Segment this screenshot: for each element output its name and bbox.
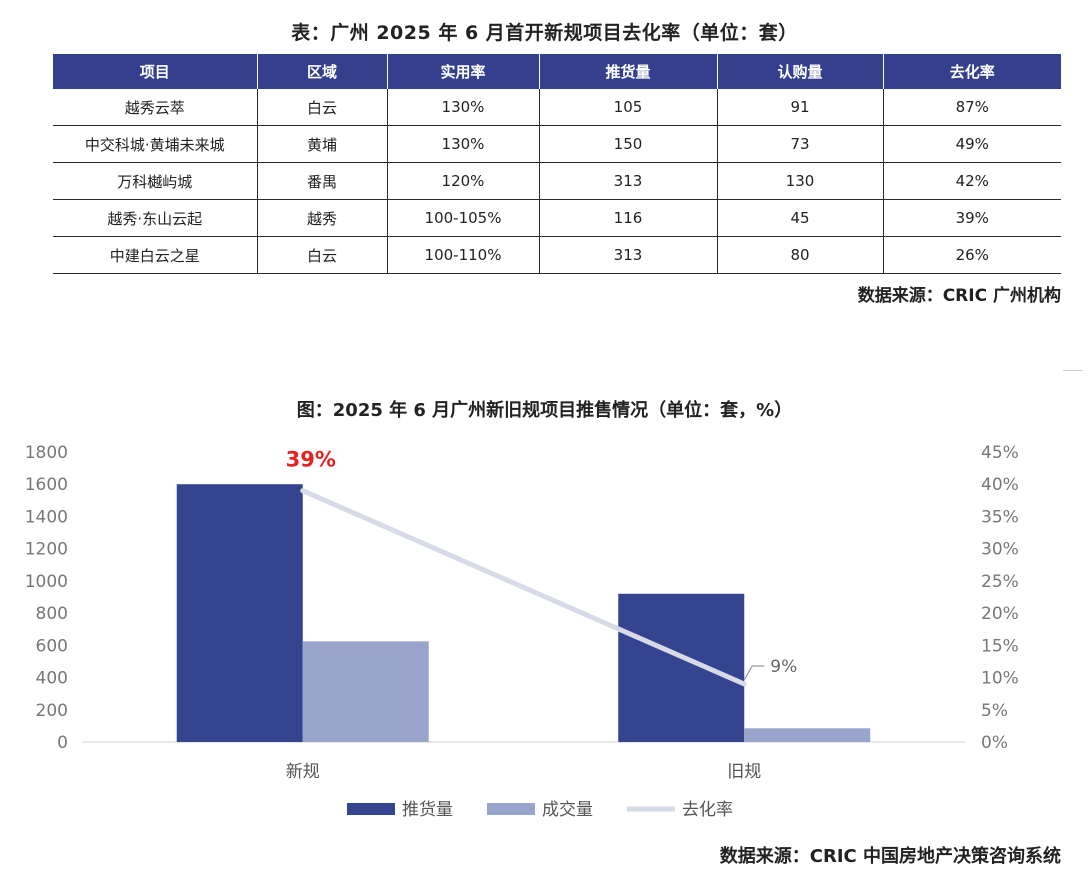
legend-label: 成交量 xyxy=(542,800,593,820)
header-supply: 推货量 xyxy=(538,54,717,89)
cell-subscription: 80 xyxy=(716,236,883,274)
table-row: 越秀云萃 白云 130% 105 91 87% xyxy=(53,89,1061,126)
cell-district: 越秀 xyxy=(256,199,387,237)
cell-project: 中交科城·黄埔未来城 xyxy=(53,125,257,163)
cell-absorption-rate: 26% xyxy=(882,236,1061,274)
y-right-tick-label: 5% xyxy=(981,701,1008,721)
data-label-leader xyxy=(743,665,765,681)
y-right-tick-label: 40% xyxy=(981,475,1019,495)
y-left-tick-label: 1000 xyxy=(25,572,68,592)
cell-usable-rate: 120% xyxy=(386,162,539,200)
bar-deal xyxy=(744,728,871,742)
header-district: 区域 xyxy=(256,54,387,89)
cell-project: 越秀云萃 xyxy=(53,89,257,126)
y-right-tick-label: 20% xyxy=(981,604,1019,624)
cell-subscription: 91 xyxy=(716,89,883,126)
legend-swatch xyxy=(487,803,535,815)
chart: 0 200 400 600 800 1000 1200 1400 1600 1800 0% 5% 10%… xyxy=(25,443,1019,820)
divider xyxy=(1063,370,1083,371)
cell-supply: 150 xyxy=(538,125,717,163)
y-left-tick-label: 400 xyxy=(36,669,68,689)
x-category-label: 旧规 xyxy=(727,762,761,782)
y-right-tick-label: 45% xyxy=(981,443,1019,463)
table-source: 数据来源：CRIC 广州机构 xyxy=(857,286,1061,306)
y-left-tick-label: 200 xyxy=(36,701,68,721)
cell-supply: 105 xyxy=(538,89,717,126)
legend-swatch xyxy=(347,803,395,815)
table-row: 中建白云之星 白云 100-110% 313 80 26% xyxy=(53,236,1061,274)
bar-supply xyxy=(176,484,303,742)
project-table: 项目 区域 实用率 推货量 认购量 去化率 越秀云萃 白云 130% 105 9… xyxy=(53,54,1061,274)
y-left-tick-label: 1600 xyxy=(25,475,68,495)
cell-district: 黄埔 xyxy=(256,125,387,163)
cell-usable-rate: 100-110% xyxy=(386,236,539,274)
line-absorption-rate xyxy=(300,488,747,687)
cell-supply: 116 xyxy=(538,199,717,237)
chart-title: 图：2025 年 6 月广州新旧规项目推售情况（单位：套，%） xyxy=(296,400,793,421)
cell-supply: 313 xyxy=(538,162,717,200)
y-right-tick-label: 15% xyxy=(981,636,1019,656)
cell-project: 中建白云之星 xyxy=(53,236,257,274)
table-title: 表：广州 2025 年 6 月首开新规项目去化率（单位：套） xyxy=(291,22,798,44)
x-category-label: 新规 xyxy=(286,762,320,782)
y-right-tick-label: 0% xyxy=(981,733,1008,753)
data-label-old: 9% xyxy=(770,657,797,677)
cell-supply: 313 xyxy=(538,236,717,274)
table-row: 越秀·东山云起 越秀 100-105% 116 45 39% xyxy=(53,199,1061,237)
bar-deal xyxy=(302,641,429,742)
y-right-tick-label: 25% xyxy=(981,572,1019,592)
cell-absorption-rate: 42% xyxy=(882,162,1061,200)
table-row: 万科樾屿城 番禺 120% 313 130 42% xyxy=(53,162,1061,200)
table-row: 中交科城·黄埔未来城 黄埔 130% 150 73 49% xyxy=(53,125,1061,163)
y-right-tick-label: 10% xyxy=(981,669,1019,689)
cell-usable-rate: 100-105% xyxy=(386,199,539,237)
y-left-tick-label: 0 xyxy=(57,733,68,753)
bar-supply xyxy=(618,593,745,742)
cell-district: 白云 xyxy=(256,89,387,126)
header-project: 项目 xyxy=(53,54,257,89)
y-left-tick-label: 600 xyxy=(36,636,68,656)
cell-absorption-rate: 49% xyxy=(882,125,1061,163)
y-left-tick-label: 1400 xyxy=(25,507,68,527)
header-absorption-rate: 去化率 xyxy=(882,54,1061,89)
cell-project: 越秀·东山云起 xyxy=(53,199,257,237)
cell-usable-rate: 130% xyxy=(386,125,539,163)
data-label-new: 39% xyxy=(286,448,336,472)
cell-district: 白云 xyxy=(256,236,387,274)
header-subscription: 认购量 xyxy=(716,54,883,89)
legend-label: 去化率 xyxy=(682,800,733,820)
cell-project: 万科樾屿城 xyxy=(53,162,257,200)
chart-source: 数据来源：CRIC 中国房地产决策咨询系统 xyxy=(719,846,1061,867)
legend-label: 推货量 xyxy=(402,800,453,820)
cell-usable-rate: 130% xyxy=(386,89,539,126)
table-header-row: 项目 区域 实用率 推货量 认购量 去化率 xyxy=(53,54,1061,89)
cell-absorption-rate: 39% xyxy=(882,199,1061,237)
y-right-tick-label: 35% xyxy=(981,507,1019,527)
y-right-tick-label: 30% xyxy=(981,540,1019,560)
y-left-tick-label: 1800 xyxy=(25,443,68,463)
cell-district: 番禺 xyxy=(256,162,387,200)
cell-subscription: 130 xyxy=(716,162,883,200)
y-left-tick-label: 800 xyxy=(36,604,68,624)
cell-absorption-rate: 87% xyxy=(882,89,1061,126)
cell-subscription: 73 xyxy=(716,125,883,163)
y-left-tick-label: 1200 xyxy=(25,540,68,560)
header-usable-rate: 实用率 xyxy=(386,54,539,89)
cell-subscription: 45 xyxy=(716,199,883,237)
